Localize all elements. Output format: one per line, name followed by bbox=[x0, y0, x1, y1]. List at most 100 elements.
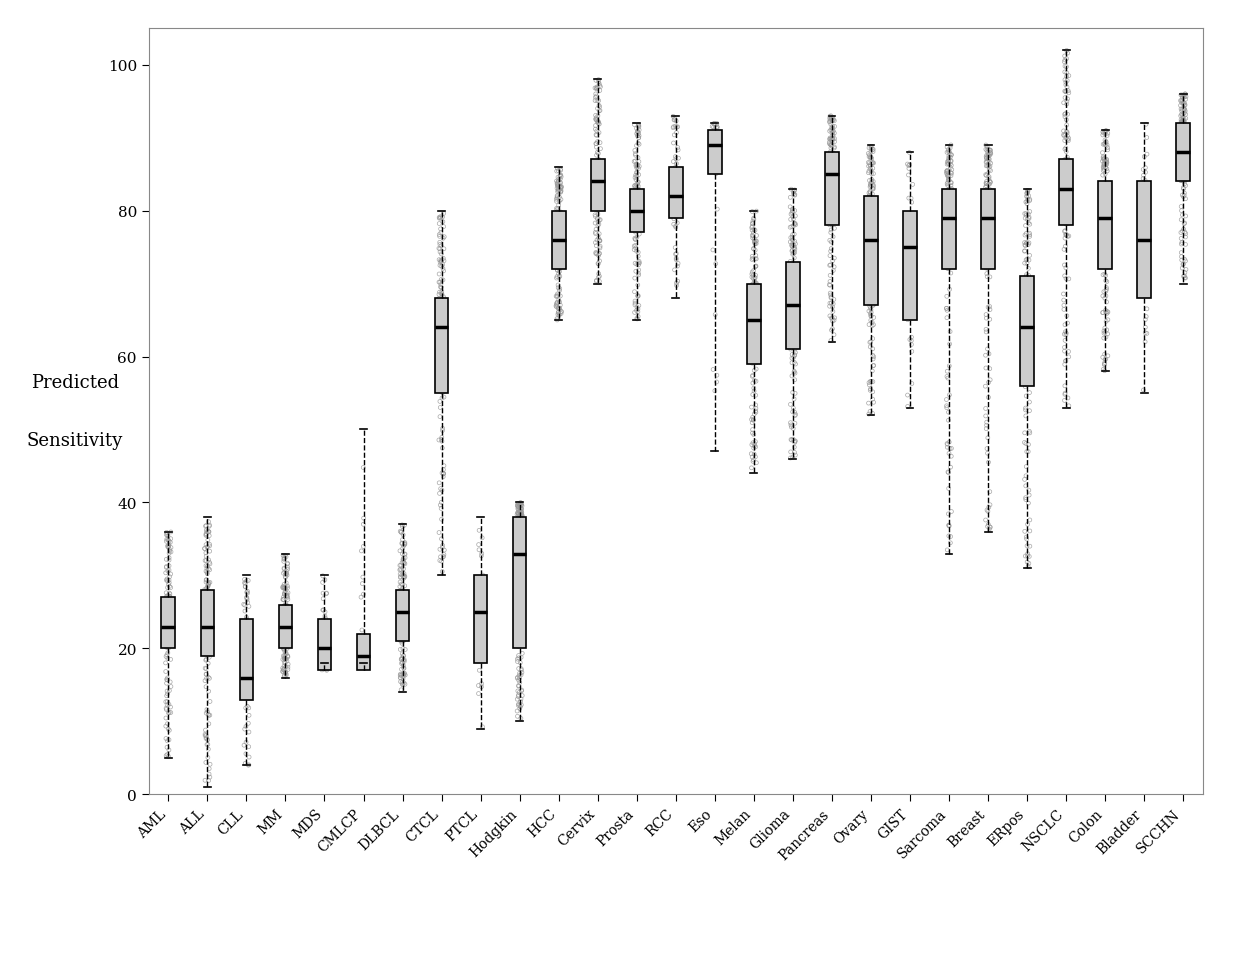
Point bbox=[625, 225, 645, 240]
Point bbox=[937, 364, 957, 380]
Point bbox=[706, 307, 725, 323]
Point bbox=[1176, 146, 1195, 162]
Point bbox=[1019, 549, 1039, 565]
Point bbox=[1136, 117, 1156, 133]
Point bbox=[161, 608, 181, 623]
Point bbox=[277, 598, 296, 613]
Point bbox=[978, 201, 998, 216]
Point bbox=[433, 339, 453, 355]
Point bbox=[510, 512, 529, 527]
Point bbox=[858, 278, 878, 294]
Point bbox=[1058, 92, 1078, 108]
Point bbox=[823, 119, 843, 135]
Point bbox=[784, 185, 804, 201]
Point bbox=[587, 203, 606, 218]
Point bbox=[937, 193, 957, 208]
Point bbox=[160, 600, 180, 615]
Point bbox=[976, 150, 996, 166]
Point bbox=[548, 183, 568, 199]
Point bbox=[1056, 158, 1076, 173]
Point bbox=[1176, 172, 1195, 187]
Point bbox=[782, 228, 802, 243]
Point bbox=[432, 296, 451, 311]
Point bbox=[785, 440, 805, 455]
Point bbox=[665, 161, 684, 176]
Point bbox=[1176, 135, 1195, 150]
Point bbox=[859, 297, 879, 312]
Point bbox=[589, 161, 609, 176]
Point bbox=[391, 562, 410, 578]
Point bbox=[782, 239, 802, 255]
Point bbox=[630, 184, 650, 200]
Point bbox=[160, 625, 180, 641]
Point bbox=[745, 260, 765, 275]
Point bbox=[663, 121, 683, 137]
Point bbox=[668, 163, 688, 178]
Point bbox=[585, 154, 605, 170]
Point bbox=[863, 261, 883, 276]
Point bbox=[197, 610, 217, 625]
Point bbox=[785, 188, 805, 203]
Point bbox=[589, 180, 609, 196]
Point bbox=[551, 218, 570, 234]
Point bbox=[1014, 285, 1034, 300]
Point bbox=[510, 505, 529, 520]
Point bbox=[200, 694, 219, 709]
Point bbox=[863, 233, 883, 248]
Point bbox=[393, 527, 413, 543]
Point bbox=[312, 603, 332, 618]
Point bbox=[508, 634, 528, 649]
Point bbox=[511, 603, 531, 618]
Point bbox=[590, 202, 610, 217]
Point bbox=[743, 337, 763, 353]
Point bbox=[1172, 245, 1192, 261]
Point bbox=[312, 636, 332, 651]
Point bbox=[901, 266, 921, 282]
Point bbox=[546, 289, 565, 304]
Point bbox=[627, 194, 647, 209]
Point bbox=[548, 281, 568, 297]
Point bbox=[1056, 181, 1076, 197]
Point bbox=[392, 555, 412, 571]
Point bbox=[234, 597, 254, 612]
Point bbox=[237, 615, 257, 631]
Point bbox=[821, 214, 841, 230]
Point bbox=[196, 587, 216, 603]
Point bbox=[590, 254, 610, 269]
Point bbox=[940, 256, 960, 271]
Point bbox=[1019, 228, 1039, 243]
Point bbox=[941, 175, 961, 191]
Point bbox=[430, 329, 450, 345]
PathPatch shape bbox=[1177, 124, 1190, 182]
Point bbox=[156, 614, 176, 630]
Point bbox=[782, 369, 802, 385]
Point bbox=[1018, 367, 1038, 383]
Point bbox=[198, 561, 218, 577]
Point bbox=[430, 280, 450, 296]
Point bbox=[746, 236, 766, 252]
Point bbox=[236, 746, 255, 762]
Point bbox=[394, 654, 414, 670]
Point bbox=[430, 305, 450, 321]
Point bbox=[511, 661, 531, 676]
Point bbox=[394, 614, 414, 630]
Point bbox=[629, 289, 649, 304]
Point bbox=[1092, 350, 1112, 365]
Point bbox=[942, 255, 962, 270]
Point bbox=[939, 211, 959, 227]
Point bbox=[782, 347, 802, 362]
Point bbox=[508, 523, 528, 539]
Point bbox=[432, 303, 451, 319]
Point bbox=[862, 187, 882, 203]
Point bbox=[742, 283, 761, 298]
Point bbox=[551, 184, 570, 200]
Point bbox=[196, 604, 216, 619]
Point bbox=[1172, 169, 1192, 184]
Point bbox=[589, 159, 609, 174]
Point bbox=[978, 230, 998, 245]
Point bbox=[823, 110, 843, 126]
Point bbox=[825, 187, 844, 203]
Point bbox=[274, 630, 294, 645]
Point bbox=[434, 543, 454, 558]
Point bbox=[863, 207, 883, 223]
